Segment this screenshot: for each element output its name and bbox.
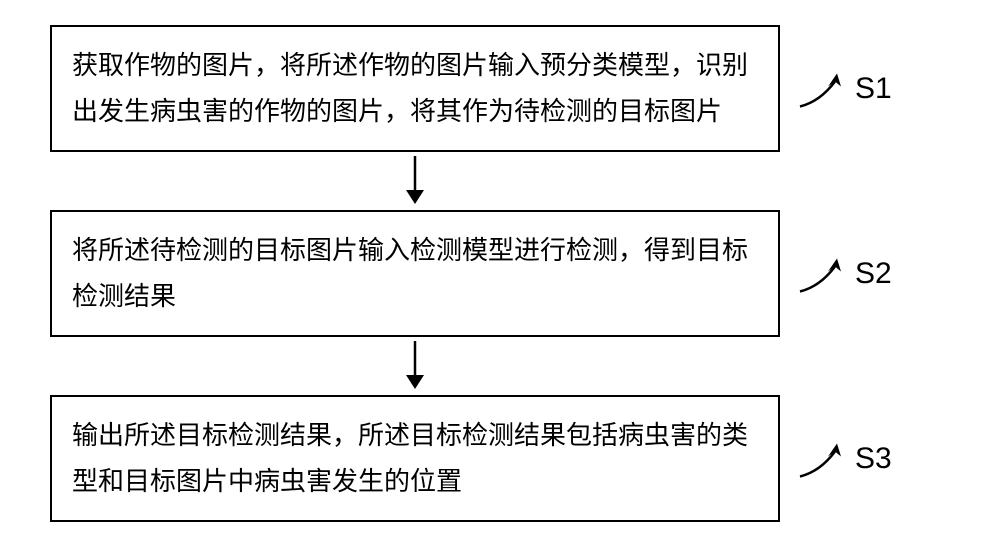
down-arrow-icon	[400, 341, 430, 391]
connector-2-3	[50, 337, 780, 395]
step-row-3: 输出所述目标检测结果，所述目标检测结果包括病虫害的类型和目标图片中病虫害发生的位…	[50, 395, 950, 522]
step-label-3: S3	[855, 442, 892, 476]
step-label-text: S1	[855, 72, 892, 105]
step-label-text: S2	[855, 257, 892, 290]
step-label-text: S3	[855, 442, 892, 475]
curved-arrow-icon	[795, 66, 850, 111]
down-arrow-icon	[400, 156, 430, 206]
step-row-1: 获取作物的图片，将所述作物的图片输入预分类模型，识别出发生病虫害的作物的图片，将…	[50, 25, 950, 152]
step-row-2: 将所述待检测的目标图片输入检测模型进行检测，得到目标检测结果 S2	[50, 210, 950, 337]
connector-1-2	[50, 152, 780, 210]
curved-arrow-icon	[795, 436, 850, 481]
step-box-3: 输出所述目标检测结果，所述目标检测结果包括病虫害的类型和目标图片中病虫害发生的位…	[50, 395, 780, 522]
step-text: 将所述待检测的目标图片输入检测模型进行检测，得到目标检测结果	[72, 235, 748, 311]
step-label-1: S1	[855, 72, 892, 106]
step-text: 获取作物的图片，将所述作物的图片输入预分类模型，识别出发生病虫害的作物的图片，将…	[72, 50, 748, 126]
step-label-2: S2	[855, 257, 892, 291]
flowchart-container: 获取作物的图片，将所述作物的图片输入预分类模型，识别出发生病虫害的作物的图片，将…	[50, 25, 950, 522]
curved-arrow-icon	[795, 251, 850, 296]
step-box-2: 将所述待检测的目标图片输入检测模型进行检测，得到目标检测结果	[50, 210, 780, 337]
step-text: 输出所述目标检测结果，所述目标检测结果包括病虫害的类型和目标图片中病虫害发生的位…	[72, 420, 748, 496]
step-box-1: 获取作物的图片，将所述作物的图片输入预分类模型，识别出发生病虫害的作物的图片，将…	[50, 25, 780, 152]
